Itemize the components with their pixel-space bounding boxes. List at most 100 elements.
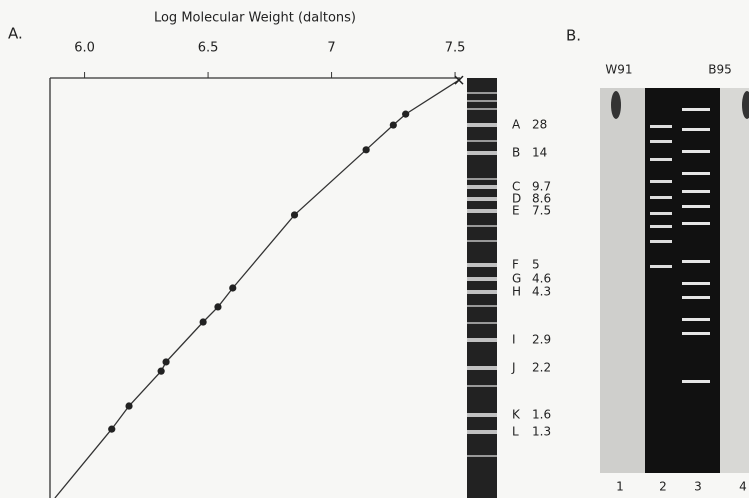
- band-letter: K: [512, 408, 521, 422]
- gel-band: [682, 260, 710, 263]
- gel-band: [467, 185, 497, 189]
- x-tick-label: 6.0: [74, 41, 95, 56]
- band-letter: E: [512, 204, 520, 218]
- gel-band: [682, 282, 710, 285]
- band-size: 4.6: [532, 272, 551, 286]
- gel-band: [650, 140, 672, 143]
- band-letter: J: [511, 361, 516, 375]
- gel-band: [467, 413, 497, 417]
- gel-band: [650, 158, 672, 161]
- data-point: [402, 110, 410, 118]
- data-point: [157, 367, 165, 375]
- band-letter: F: [512, 258, 519, 272]
- gel-band: [682, 332, 710, 335]
- band-size: 8.6: [532, 192, 551, 206]
- band-letter: L: [512, 425, 519, 439]
- data-point: [362, 146, 370, 154]
- end-marker-stroke: [454, 75, 464, 85]
- gel-band: [467, 108, 497, 110]
- gel-band: [467, 290, 497, 294]
- band-letter: G: [512, 272, 521, 286]
- gel-band: [467, 385, 497, 387]
- gel-band: [650, 212, 672, 215]
- end-marker: [454, 75, 464, 85]
- gel-lane: [600, 88, 645, 473]
- gel-band: [467, 140, 497, 142]
- gel-band: [467, 430, 497, 434]
- gel-band: [467, 240, 497, 242]
- gel-band: [467, 322, 497, 324]
- lane-label: 3: [694, 480, 702, 494]
- data-point: [125, 402, 133, 410]
- gel-bands: [650, 108, 710, 383]
- gel-band: [650, 180, 672, 183]
- lane-label: 4: [739, 480, 747, 494]
- band-size: 1.3: [532, 425, 551, 439]
- data-point: [199, 318, 207, 326]
- gel-band: [682, 296, 710, 299]
- gel-band: [467, 338, 497, 342]
- x-tick-label: 7.5: [445, 41, 466, 56]
- gel-band: [682, 205, 710, 208]
- band-size: 9.7: [532, 180, 551, 194]
- gel-band: [467, 225, 497, 227]
- band-letter: C: [512, 180, 520, 194]
- gel-band: [467, 151, 497, 155]
- panel-label: A.: [8, 25, 23, 43]
- band-letter: A: [512, 118, 521, 132]
- gel-strip: [467, 78, 497, 498]
- x-tick-label: 7: [327, 41, 335, 56]
- gel-band: [467, 100, 497, 102]
- band-size: 7.5: [532, 204, 551, 218]
- gel-band: [467, 209, 497, 213]
- band-size: 14: [532, 146, 547, 160]
- gel-band: [467, 305, 497, 307]
- gel-band: [467, 178, 497, 180]
- gel-spot: [742, 91, 749, 119]
- gel-band: [467, 366, 497, 370]
- band-letter: I: [512, 333, 516, 347]
- data-point: [290, 211, 299, 219]
- gel-band: [682, 190, 710, 193]
- band-letter: B: [512, 146, 520, 160]
- gel-band: [467, 123, 497, 127]
- strain-label: B95: [708, 63, 732, 77]
- gel-band: [682, 150, 710, 153]
- gel-band: [650, 225, 672, 228]
- gel-band: [650, 240, 672, 243]
- data-point: [229, 284, 237, 292]
- gel-lane: [720, 88, 749, 473]
- band-size: 5: [532, 258, 540, 272]
- band-size: 4.3: [532, 285, 551, 299]
- gel-band: [682, 380, 710, 383]
- data-point: [389, 121, 397, 129]
- gel-band: [467, 197, 497, 201]
- gel-band: [682, 222, 710, 225]
- gel-band: [467, 263, 497, 267]
- gel-band: [650, 265, 672, 268]
- gel-band: [682, 172, 710, 175]
- gel-band: [467, 277, 497, 281]
- data-point: [108, 425, 116, 433]
- gel-band: [467, 455, 497, 457]
- band-letter: D: [512, 192, 521, 206]
- band-size: 28: [532, 118, 547, 132]
- gel-band: [682, 108, 710, 111]
- x-tick-label: 6.5: [198, 41, 219, 56]
- gel-band: [682, 128, 710, 131]
- band-letter: H: [512, 285, 521, 299]
- gel-band: [650, 125, 672, 128]
- band-size: 2.9: [532, 333, 551, 347]
- x-axis-title: Log Molecular Weight (daltons): [154, 11, 356, 26]
- strain-label: W91: [605, 63, 632, 77]
- gel-band: [650, 196, 672, 199]
- lane-label: 2: [659, 480, 667, 494]
- panel-label: B.: [566, 27, 581, 45]
- data-point: [162, 358, 170, 366]
- gel-band: [682, 318, 710, 321]
- lane-label: 1: [616, 480, 624, 494]
- data-point: [214, 303, 222, 311]
- gel-lane: [645, 88, 720, 473]
- band-size: 2.2: [532, 361, 551, 375]
- band-size: 1.6: [532, 408, 551, 422]
